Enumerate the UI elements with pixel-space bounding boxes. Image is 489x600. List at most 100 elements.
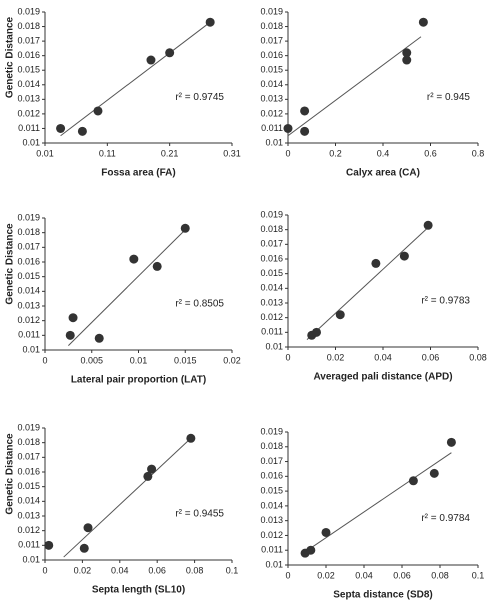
- x-tick-label: 0.02: [74, 565, 92, 575]
- r-squared: r² = 0.8505: [175, 298, 224, 309]
- x-tick-label: 0.005: [80, 355, 103, 365]
- y-axis-label: Genetic Distance: [5, 433, 16, 515]
- point: [418, 17, 428, 27]
- point: [402, 55, 412, 65]
- y-tick-label: 0.015: [17, 65, 40, 75]
- x-tick-label: 0.06: [148, 565, 166, 575]
- x-tick-label: 0.4: [377, 148, 390, 158]
- r-squared: r² = 0.9784: [421, 513, 470, 524]
- point: [283, 123, 293, 133]
- trendline: [306, 224, 431, 341]
- point: [83, 523, 93, 533]
- y-tick-label: 0.012: [17, 315, 40, 325]
- point: [205, 17, 215, 27]
- y-tick-label: 0.015: [260, 485, 283, 495]
- trendline: [287, 36, 422, 137]
- point: [423, 220, 433, 230]
- x-tick-label: 0.01: [36, 148, 54, 158]
- x-tick-label: 0.8: [472, 148, 485, 158]
- point: [152, 261, 162, 271]
- point: [186, 433, 196, 443]
- y-tick-label: 0.01: [22, 554, 40, 564]
- x-tick-label: 0.02: [317, 570, 335, 580]
- point: [146, 55, 156, 65]
- point: [399, 251, 409, 261]
- x-tick-label: 0.06: [393, 570, 411, 580]
- y-tick-label: 0.018: [17, 227, 40, 237]
- x-axis-label: Septa length (SL10): [92, 585, 185, 596]
- y-tick-label: 0.019: [260, 209, 283, 219]
- x-tick-label: 0.08: [186, 565, 204, 575]
- x-tick-label: 0.31: [223, 148, 241, 158]
- point: [402, 48, 412, 58]
- y-tick-label: 0.019: [17, 422, 40, 432]
- x-tick-label: 0.02: [327, 352, 345, 362]
- point: [321, 527, 331, 537]
- y-tick-label: 0.014: [17, 79, 40, 89]
- y-tick-label: 0.01: [265, 137, 283, 147]
- y-tick-label: 0.012: [17, 525, 40, 535]
- point: [300, 106, 310, 116]
- y-tick-label: 0.017: [17, 452, 40, 462]
- x-axis-label: Fossa area (FA): [101, 168, 175, 179]
- y-tick-label: 0.017: [260, 456, 283, 466]
- y-tick-label: 0.016: [260, 50, 283, 60]
- point: [143, 471, 153, 481]
- x-tick-label: 0.015: [174, 355, 197, 365]
- trendline: [68, 229, 186, 346]
- y-tick-label: 0.017: [260, 239, 283, 249]
- point: [94, 333, 104, 343]
- point: [79, 543, 89, 553]
- r-squared: r² = 0.9783: [421, 295, 470, 306]
- y-tick-label: 0.012: [260, 530, 283, 540]
- point: [129, 254, 139, 264]
- y-tick-label: 0.019: [260, 6, 283, 16]
- y-tick-label: 0.01: [22, 137, 40, 147]
- x-tick-label: 0.1: [472, 570, 485, 580]
- point: [335, 310, 345, 320]
- y-tick-label: 0.018: [260, 441, 283, 451]
- point: [77, 126, 87, 136]
- y-tick-label: 0.018: [260, 224, 283, 234]
- x-axis-label: Septa distance (SD8): [333, 590, 432, 600]
- x-axis-label: Calyx area (CA): [346, 168, 420, 179]
- point: [56, 123, 66, 133]
- y-tick-label: 0.011: [18, 540, 40, 550]
- x-axis-label: Averaged pali distance (APD): [313, 372, 452, 383]
- y-tick-label: 0.013: [17, 300, 40, 310]
- y-tick-label: 0.015: [17, 481, 40, 491]
- y-tick-label: 0.012: [260, 312, 283, 322]
- y-axis-label: Genetic Distance: [5, 223, 16, 305]
- point: [165, 48, 175, 58]
- y-tick-label: 0.015: [260, 268, 283, 278]
- y-tick-label: 0.012: [17, 108, 40, 118]
- y-tick-label: 0.01: [265, 341, 283, 351]
- x-tick-label: 0.04: [111, 565, 129, 575]
- x-tick-label: 0: [285, 352, 290, 362]
- y-tick-label: 0.012: [260, 108, 283, 118]
- x-tick-label: 0: [42, 355, 47, 365]
- y-tick-label: 0.013: [260, 515, 283, 525]
- x-tick-label: 0.21: [161, 148, 179, 158]
- x-tick-label: 0.02: [223, 355, 241, 365]
- point: [147, 464, 157, 474]
- x-tick-label: 0.08: [469, 352, 487, 362]
- point: [180, 223, 190, 233]
- y-tick-label: 0.013: [260, 94, 283, 104]
- x-tick-label: 0.2: [329, 148, 342, 158]
- x-tick-label: 0.11: [99, 148, 116, 158]
- y-tick-label: 0.01: [22, 344, 40, 354]
- y-tick-label: 0.013: [17, 94, 40, 104]
- y-tick-label: 0.017: [260, 35, 283, 45]
- point: [312, 327, 321, 337]
- y-tick-label: 0.014: [17, 496, 40, 506]
- y-tick-label: 0.013: [260, 297, 283, 307]
- y-tick-label: 0.015: [260, 65, 283, 75]
- x-tick-label: 0: [42, 565, 47, 575]
- trendline: [60, 21, 211, 137]
- y-tick-label: 0.016: [260, 253, 283, 263]
- y-tick-label: 0.019: [17, 212, 40, 222]
- r-squared: r² = 0.945: [427, 92, 471, 103]
- y-tick-label: 0.011: [261, 123, 283, 133]
